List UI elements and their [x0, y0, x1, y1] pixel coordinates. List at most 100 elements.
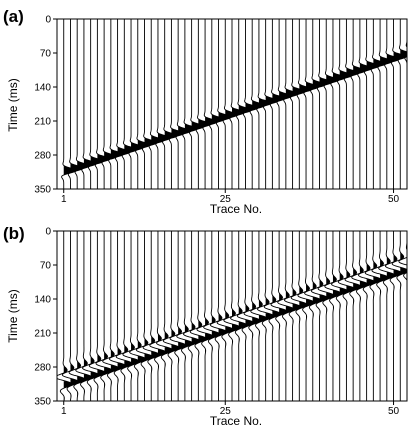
panel-b-trace-45 — [351, 231, 369, 401]
panel-b-y-tick-label-280: 280 — [34, 363, 51, 374]
panel-a-trace-37 — [303, 19, 319, 189]
panel-a-trace-49-fill — [386, 53, 400, 64]
panel-b-trace-34 — [277, 231, 295, 401]
panel-a-trace-11-fill — [131, 142, 144, 152]
panel-a-trace-20 — [189, 19, 205, 189]
panel-a-trace-49 — [384, 19, 400, 189]
panel-b-trace-41-fill — [332, 275, 342, 312]
panel-a-x-tick-label-25: 25 — [220, 194, 232, 205]
panel-b-trace-40-fill — [326, 277, 335, 315]
panel-a-trace-44 — [350, 19, 367, 189]
panel-b-trace-39-fill — [319, 279, 328, 317]
panel-a-trace-3-fill — [77, 160, 90, 171]
panel-b-trace-32-fill — [272, 295, 281, 333]
panel-a-trace-9-fill — [117, 147, 131, 156]
panel-b-trace-10 — [115, 231, 133, 401]
panel-b-trace-25-fill — [225, 311, 234, 349]
panel-a-trace-21-fill — [198, 119, 211, 129]
panel-b-trace-13-fill — [144, 338, 153, 376]
panel-b-trace-14 — [142, 231, 160, 401]
panel-b-trace-41 — [324, 231, 342, 401]
panel-a-trace-6-fill — [97, 154, 110, 164]
panel-a-trace-2 — [67, 19, 84, 189]
panel-b-trace-3-fill — [77, 361, 86, 399]
panel-a-trace-38 — [310, 19, 326, 189]
panel-b-trace-7 — [95, 231, 113, 401]
panel-a-trace-8 — [108, 19, 124, 189]
panel-b-trace-42-fill — [339, 272, 348, 310]
panel-b-trace-30 — [250, 231, 268, 401]
panel-a-trace-43-fill — [346, 68, 359, 78]
panel-a-trace-24-fill — [218, 112, 231, 122]
panel-b-trace-37 — [297, 231, 315, 401]
panel-a-trace-8-fill — [110, 149, 124, 159]
panel-a-trace-22-fill — [205, 117, 218, 126]
panel-b-y-tick-label-0: 0 — [45, 227, 51, 238]
panel-a-trace-6 — [94, 19, 111, 189]
panel-b-trace-36 — [290, 231, 308, 401]
panel-b-trace-8-fill — [110, 350, 119, 387]
panel-a-trace-27 — [236, 19, 252, 189]
panel-a-trace-32-fill — [272, 93, 285, 103]
panel-a-trace-43 — [343, 19, 360, 189]
panel-b-trace-52-fill — [407, 250, 415, 287]
panel-a-trace-16-fill — [164, 130, 178, 140]
panel-b-trace-40 — [317, 231, 335, 401]
panel-a-trace-52-fill — [407, 47, 415, 56]
panel-a-trace-12-fill — [137, 139, 151, 150]
panel-b-trace-33-fill — [279, 293, 288, 331]
panel-b-trace-43-fill — [346, 270, 355, 308]
panel-a: (a) Time (ms) Trace No. 0 70 140 210 280 350 1… — [3, 7, 415, 216]
panel-a-x-tick-label-50: 50 — [388, 194, 400, 205]
panel-b-trace-22 — [196, 231, 214, 401]
panel-b-trace-26-fill — [232, 309, 241, 346]
panel-b-trace-47-fill — [373, 261, 382, 299]
panel-a-trace-13-fill — [144, 138, 157, 147]
panel-a-trace-21 — [195, 19, 212, 189]
panel-b: (b) Time (ms) Trace No. 0 70 140 210 280 350 1… — [3, 224, 415, 428]
panel-b-trace-7-fill — [104, 351, 113, 389]
panel-a-trace-31-fill — [265, 95, 279, 105]
panel-a-trace-7 — [101, 19, 118, 189]
panel-a-trace-19 — [182, 19, 198, 189]
panel-b-label: (b) — [3, 224, 25, 243]
panel-b-trace-38-fill — [312, 282, 321, 319]
panel-a-trace-1-fill — [63, 165, 77, 175]
panel-b-trace-21-fill — [198, 320, 207, 358]
panel-b-trace-15 — [149, 231, 167, 401]
panel-b-trace-49 — [378, 231, 396, 401]
panel-a-trace-16 — [162, 19, 178, 189]
panel-a-trace-18-fill — [178, 126, 191, 136]
panel-b-trace-8 — [102, 231, 120, 401]
panel-a-y-tick-label-140: 140 — [34, 83, 51, 94]
panel-a-y-tick-label-70: 70 — [40, 49, 52, 60]
panel-b-trace-9-fill — [117, 347, 126, 385]
panel-b-trace-15-fill — [157, 333, 167, 371]
panel-a-trace-15 — [155, 19, 171, 189]
panel-b-trace-2-fill — [70, 363, 79, 401]
panel-b-trace-16 — [156, 231, 174, 401]
panel-a-trace-14-fill — [151, 135, 164, 145]
panel-b-trace-2 — [61, 231, 80, 401]
panel-b-x-tick-label-1: 1 — [61, 406, 67, 417]
panel-a-trace-39-fill — [319, 77, 332, 87]
panel-a-trace-31 — [263, 19, 279, 189]
panel-b-trace-25 — [216, 231, 234, 401]
panel-b-trace-29-fill — [252, 302, 261, 339]
panel-b-trace-28-fill — [245, 304, 254, 342]
panel-a-trace-13 — [141, 19, 158, 189]
panel-a-trace-47-fill — [373, 58, 386, 69]
panel-a-trace-48 — [377, 19, 394, 189]
panel-b-trace-11 — [122, 231, 140, 401]
panel-a-trace-41 — [330, 19, 346, 189]
panel-b-trace-4-fill — [83, 358, 93, 396]
panel-b-trace-18 — [169, 231, 187, 401]
panel-b-trace-35-fill — [292, 288, 301, 326]
panel-b-trace-23-fill — [211, 316, 220, 353]
panel-b-x-axis-label: Trace No. — [210, 414, 262, 428]
panel-a-trace-29-fill — [252, 100, 265, 110]
panel-b-trace-28 — [236, 231, 255, 401]
panel-a-traces — [61, 19, 415, 189]
panel-b-trace-21 — [189, 231, 207, 401]
